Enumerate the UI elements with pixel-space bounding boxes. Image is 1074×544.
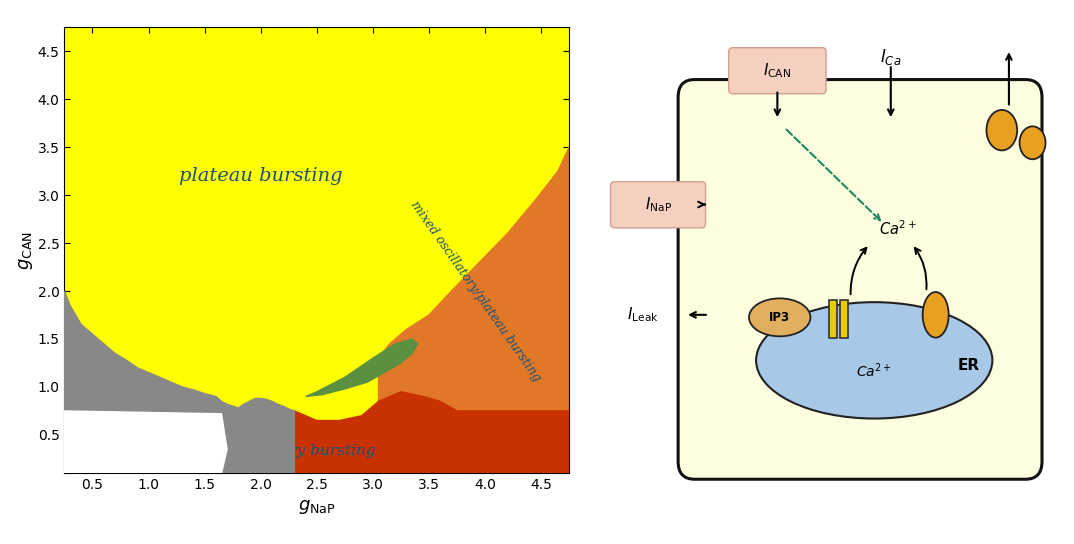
- Polygon shape: [64, 27, 569, 473]
- Text: ER: ER: [958, 358, 979, 373]
- Polygon shape: [64, 291, 294, 473]
- Y-axis label: $g_{\mathrm{CAN}}$: $g_{\mathrm{CAN}}$: [17, 231, 34, 270]
- FancyBboxPatch shape: [678, 79, 1042, 479]
- Text: $I_\mathrm{NaP}$: $I_\mathrm{NaP}$: [644, 195, 672, 214]
- Ellipse shape: [1019, 126, 1046, 159]
- Text: mixed oscillatory/plateau bursting: mixed oscillatory/plateau bursting: [408, 199, 543, 384]
- Polygon shape: [64, 411, 227, 473]
- Ellipse shape: [749, 298, 811, 336]
- Text: silent: silent: [98, 444, 145, 461]
- Polygon shape: [306, 339, 418, 397]
- X-axis label: $g_{\mathrm{NaP}}$: $g_{\mathrm{NaP}}$: [297, 498, 336, 516]
- Text: oscillatory bursting: oscillatory bursting: [224, 444, 375, 458]
- Ellipse shape: [756, 302, 992, 418]
- Polygon shape: [294, 392, 569, 473]
- Text: $Ca^{2+}$: $Ca^{2+}$: [856, 361, 892, 380]
- Polygon shape: [378, 147, 569, 473]
- Text: $Ca^{2+}$: $Ca^{2+}$: [879, 219, 917, 238]
- Ellipse shape: [986, 110, 1017, 150]
- Text: $I_\mathrm{Leak}$: $I_\mathrm{Leak}$: [627, 306, 658, 324]
- FancyBboxPatch shape: [728, 48, 826, 94]
- Text: IP3: IP3: [769, 311, 790, 324]
- FancyBboxPatch shape: [840, 300, 847, 338]
- Ellipse shape: [923, 292, 948, 338]
- Text: $I_\mathrm{CAN}$: $I_\mathrm{CAN}$: [764, 61, 792, 81]
- FancyBboxPatch shape: [610, 182, 706, 228]
- FancyBboxPatch shape: [829, 300, 837, 338]
- Text: plateau bursting: plateau bursting: [179, 167, 343, 185]
- Text: $I_{Ca}$: $I_{Ca}$: [880, 47, 901, 67]
